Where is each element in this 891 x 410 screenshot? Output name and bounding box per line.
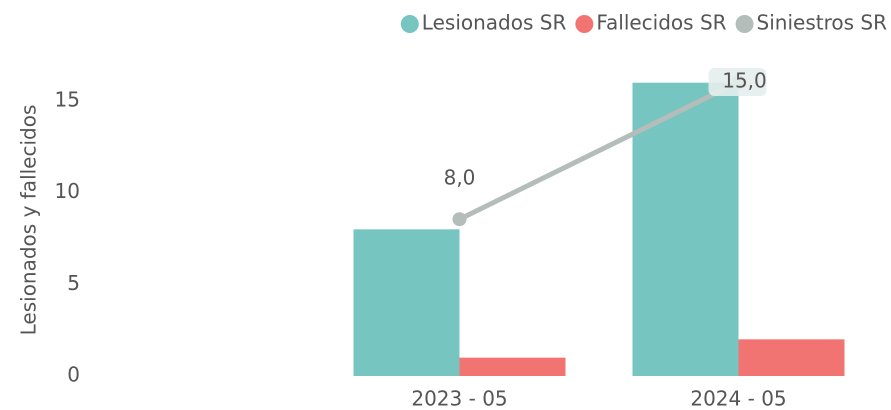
bar (632, 82, 739, 376)
value-label: 15,0 (722, 69, 767, 93)
x-tick-label: 2023 - 05 (411, 387, 507, 410)
y-tick-label: 0 (67, 363, 80, 387)
line-point (452, 212, 467, 227)
y-tick-label: 15 (55, 88, 80, 112)
bar (738, 339, 845, 376)
legend-label: Lesionados SR (422, 11, 567, 35)
legend-label: Siniestros SR (757, 11, 888, 35)
y-axis-title: Lesionados y fallecidos (17, 105, 41, 336)
legend-swatch (575, 15, 594, 33)
y-tick-label: 10 (55, 179, 80, 203)
y-tick-label: 5 (67, 271, 80, 295)
line (458, 79, 740, 222)
bar (353, 229, 460, 376)
legend-label: Fallecidos SR (596, 11, 726, 35)
legend-swatch (735, 15, 754, 33)
x-tick-label: 2024 - 05 (690, 387, 786, 410)
legend-swatch (400, 15, 419, 33)
bar (459, 357, 566, 376)
label-background (708, 68, 767, 97)
value-label: 8,0 (444, 166, 476, 190)
